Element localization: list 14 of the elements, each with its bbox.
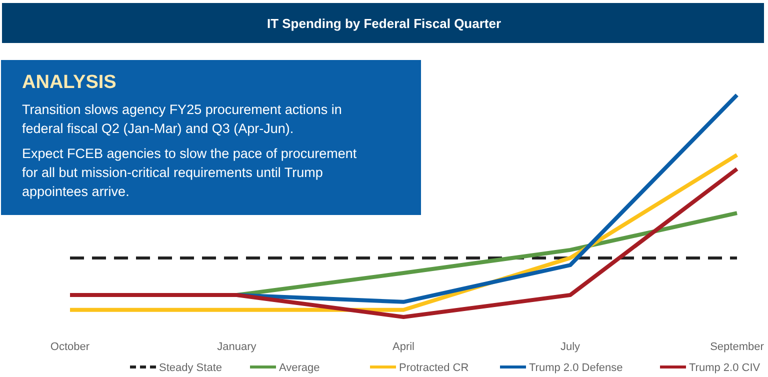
text: ANALYSIS (22, 72, 116, 93)
legend-label: Average (279, 362, 320, 374)
annotation: Expect FCEB agencies to slow the pace of procurement for all but mission-critical requirements until Trump appointees arrive. (22, 146, 357, 199)
x-tick-label: July (560, 341, 581, 353)
x-tick-label: January (217, 341, 257, 353)
x-tick-label: April (392, 341, 415, 353)
legend-label: Trump 2.0 CIV (689, 362, 761, 374)
x-tick-label: October (50, 341, 90, 353)
legend-label: Trump 2.0 Defense (529, 362, 623, 374)
chart-title: IT Spending by Federal Fiscal Quarter (266, 16, 502, 31)
x-tick-label: September (710, 341, 764, 353)
legend-label: Steady State (159, 362, 222, 374)
annotation: Transition slows agency FY25 procurement actions in federal fiscal Q2 (Jan-Mar) and Q3 (Apr-Jun). (22, 102, 342, 136)
legend-label: Protracted CR (399, 362, 469, 374)
